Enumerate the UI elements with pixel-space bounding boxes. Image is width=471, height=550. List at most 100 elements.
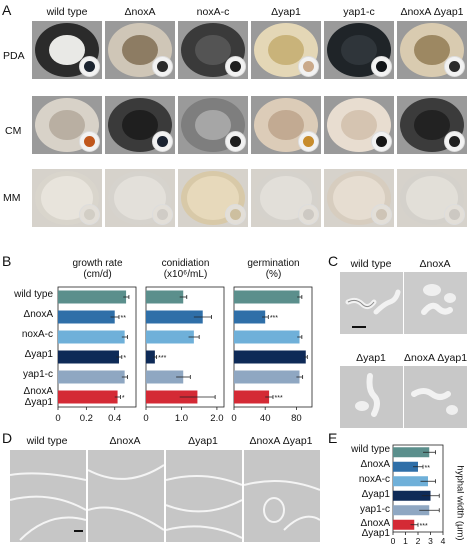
plate-inset-colony (303, 136, 314, 147)
bar-3 (146, 350, 155, 364)
bar-3 (58, 350, 119, 364)
plate-colony (341, 109, 377, 141)
plate-inset (444, 131, 465, 152)
e-label-wild-type: wild type (351, 444, 390, 455)
plate-inset-colony (157, 209, 168, 220)
d-image-yap1 (166, 450, 242, 542)
plate-inset-colony (157, 61, 168, 72)
plate-pda-1 (105, 21, 175, 79)
plate-inset (298, 131, 319, 152)
plate-inset (371, 56, 392, 77)
tick-label-2: 80 (291, 413, 302, 424)
plate-cm-0 (32, 96, 102, 154)
e-label-yap1-c: yap1-c (359, 504, 390, 515)
bar-1 (58, 310, 115, 324)
plate-colony (268, 34, 304, 66)
tick-label-0: 0 (143, 413, 148, 424)
col-head-noxA: ΔnoxA (124, 6, 156, 18)
conidiation-unit-text: (x10⁶/mL) (163, 269, 208, 280)
plate-colony (122, 109, 158, 141)
plate-inset-colony (376, 61, 387, 72)
panel-e-labels: wild type ΔnoxA noxA-c Δyap1 yap1-c Δnox… (322, 444, 390, 550)
plate-inset-colony (376, 136, 387, 147)
e-label-double-2: Δyap1 (361, 528, 390, 539)
bar-0 (234, 290, 300, 304)
plate-colony (195, 34, 231, 66)
bar-2 (393, 476, 428, 487)
plate-pda-4 (324, 21, 394, 79)
d-image-wild-type (10, 450, 86, 542)
plate-cm-3 (251, 96, 321, 154)
significance-5: *** (275, 395, 283, 402)
bar-0 (146, 290, 184, 304)
panel-b-labels: wild type ΔnoxA noxA-c Δyap1 yap1-c Δnox… (0, 286, 53, 416)
plot-frame (57, 286, 137, 408)
bar-0 (393, 447, 430, 458)
plate-inset (298, 204, 319, 225)
significance-1: ** (120, 315, 126, 322)
tick-label-0: 0 (391, 536, 396, 546)
bar-1 (393, 461, 418, 472)
plate-colony (414, 34, 450, 66)
c-image-wild-type (340, 272, 403, 334)
panel-e-letter: E (328, 430, 338, 446)
plot-frame (392, 444, 444, 533)
d-scale-bar (74, 530, 83, 532)
c-label-double: ΔnoxA Δyap1 (404, 352, 468, 364)
tick-label-1: 1 (403, 536, 408, 546)
plate-colony (268, 109, 304, 141)
c-label-wild-type: wild type (350, 258, 392, 270)
b-label-yap1: Δyap1 (24, 349, 53, 360)
d-label-noxA: ΔnoxA (109, 435, 141, 447)
e-axis-title-wrap: hyphal width (μm) (450, 455, 470, 550)
plate-inset-colony (449, 61, 460, 72)
d-label-wild-type: wild type (26, 435, 68, 447)
tick-label-4: 4 (441, 536, 446, 546)
plate-inset (371, 131, 392, 152)
b-label-noxA-c: noxA-c (21, 329, 53, 340)
bar-5 (146, 390, 198, 404)
growth-title: growth rate (cm/d) (55, 258, 140, 280)
plate-inset (79, 56, 100, 77)
e-label-yap1: Δyap1 (361, 489, 390, 500)
bar-3 (234, 350, 306, 364)
c-image-double (404, 366, 467, 428)
plate-inset-colony (449, 209, 460, 220)
plate-cm-4 (324, 96, 394, 154)
plate-cm-5 (397, 96, 467, 154)
plate-cm-2 (178, 96, 248, 154)
plate-colony (341, 34, 377, 66)
col-head-wild-type: wild type (46, 6, 88, 18)
d-image-double (244, 450, 320, 542)
plate-mm-5 (397, 169, 467, 227)
plate-colony (414, 109, 450, 141)
plate-pda-2 (178, 21, 248, 79)
c-label-yap1: Δyap1 (356, 352, 386, 364)
bar-4 (146, 370, 184, 384)
plate-inset-colony (303, 61, 314, 72)
plate-inset-colony (157, 136, 168, 147)
germination-chart: *** *** 0 40 80 (231, 286, 313, 424)
plate-colony (195, 109, 231, 141)
plate-mm-3 (251, 169, 321, 227)
plate-inset (79, 204, 100, 225)
plate-inset-colony (376, 209, 387, 220)
panel-c-letter: C (328, 253, 339, 269)
plate-inset (225, 56, 246, 77)
row-head-cm: CM (5, 125, 22, 137)
plate-colony (49, 34, 85, 66)
significance-1: *** (270, 315, 278, 322)
plate-mm-0 (32, 169, 102, 227)
plate-inset (152, 56, 173, 77)
plate-inset (79, 131, 100, 152)
b-label-wild-type: wild type (14, 289, 53, 300)
bar-3 (393, 490, 431, 501)
plate-inset-colony (230, 209, 241, 220)
plate-inset-colony (230, 136, 241, 147)
c-image-noxA (404, 272, 467, 334)
plate-inset-colony (303, 209, 314, 220)
bar-4 (234, 370, 300, 384)
significance-3: * (123, 355, 126, 362)
d-label-yap1: Δyap1 (188, 435, 218, 447)
plate-inset-colony (449, 136, 460, 147)
